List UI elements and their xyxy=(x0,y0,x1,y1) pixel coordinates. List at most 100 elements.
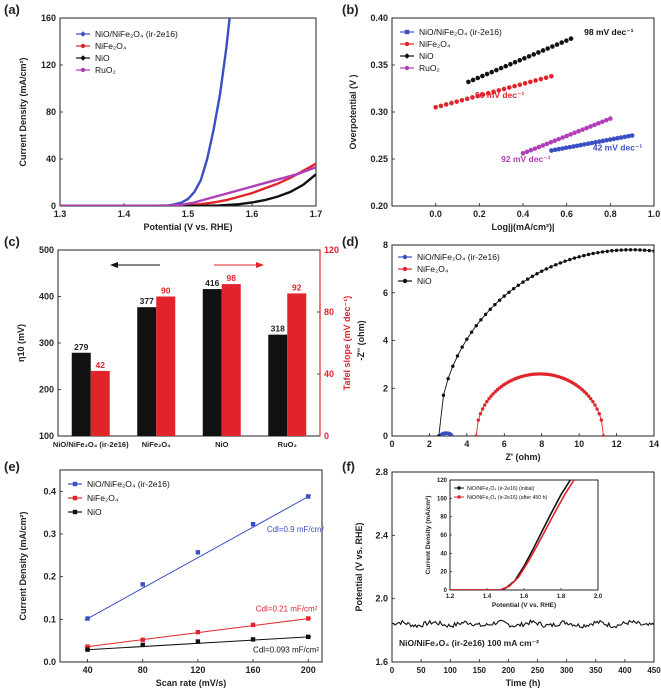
legend-entry: NiO xyxy=(87,507,102,517)
series-point-0 xyxy=(585,141,591,147)
panel-b-ylabel: Overpotential (V ) xyxy=(348,74,358,149)
legend-marker xyxy=(404,53,410,59)
series-point-3 xyxy=(536,144,542,150)
panel-d-xlabel: Z' (ohm) xyxy=(505,452,540,462)
series-point-0 xyxy=(622,134,628,140)
inset-y-tick-label: 80 xyxy=(440,515,447,521)
y-tick-label: 2.8 xyxy=(375,467,388,477)
x-tick-label: 40 xyxy=(83,665,93,675)
series-line-3 xyxy=(60,166,316,206)
x-tick-label: 8 xyxy=(539,439,544,449)
nyquist-point-2 xyxy=(540,269,544,273)
y-tick-label: 0 xyxy=(51,201,56,211)
series-point-2 xyxy=(470,77,476,83)
series-point-1 xyxy=(538,76,544,82)
y-tick-label: 100 xyxy=(39,431,54,441)
inset-x-tick-label: 2.0 xyxy=(594,594,603,600)
series-point-3 xyxy=(524,149,530,155)
series-point-3 xyxy=(560,135,565,140)
y-tick-label: 40 xyxy=(324,369,334,379)
x-tick-label: 1.0 xyxy=(648,209,661,219)
nyquist-point-1 xyxy=(478,412,483,416)
bar-eta10 xyxy=(202,289,222,436)
panel-b-label: (b) xyxy=(342,2,359,17)
series-point-1 xyxy=(517,82,523,88)
series-point-0 xyxy=(618,135,624,140)
nyquist-point-2 xyxy=(441,393,446,397)
cdl-annotation: Cdl=0.093 mF/cm² xyxy=(253,646,319,655)
nyquist-point-2 xyxy=(610,249,614,253)
legend-entry: NiO/NiFe₂O₄ (ir-2e16) xyxy=(87,479,170,489)
nyquist-point-2 xyxy=(502,294,506,298)
y-tick-label: 2 xyxy=(383,383,388,393)
bar-eta10 xyxy=(137,307,157,436)
nyquist-series-1 xyxy=(474,372,606,436)
panel-d-ylabel: -Z'' (ohm) xyxy=(356,320,366,360)
nyquist-point-2 xyxy=(628,248,633,252)
category-label: RuO₂ xyxy=(278,440,297,449)
series-point-2 xyxy=(475,75,481,81)
bar-label-eta10: 318 xyxy=(271,324,285,334)
series-point-1 xyxy=(528,79,533,85)
bar-tafel xyxy=(156,296,176,436)
x-tick-label: 50 xyxy=(417,666,426,675)
series-point-1 xyxy=(464,96,470,102)
y-tick-label: 0.3 xyxy=(43,529,56,539)
series-point-2 xyxy=(554,42,560,47)
nyquist-point-0 xyxy=(450,434,454,436)
cdl-annotation: Cdl=0.21 mF/cm² xyxy=(256,605,318,614)
y-tick-label: 80 xyxy=(46,107,56,117)
x-tick-label: 0.0 xyxy=(429,209,442,219)
legend-entry: NiO/NiFe₂O₄ (ir-2e16) xyxy=(417,252,500,262)
nyquist-point-2 xyxy=(549,265,553,269)
nyquist-line-1 xyxy=(475,373,604,436)
tafel-annotation: 42 mV dec⁻¹ xyxy=(593,143,643,153)
bar-label-tafel: 42 xyxy=(96,360,106,370)
panel-f-ylabel: Potential (V vs. RHE) xyxy=(354,522,364,611)
nyquist-point-2 xyxy=(497,298,502,302)
data-point-1 xyxy=(85,644,90,649)
y-tick-label: 120 xyxy=(324,245,339,255)
cdl-annotation: Cdl=0.9 mF/cm² xyxy=(267,525,324,534)
series-point-0 xyxy=(600,138,606,144)
category-label: NiO/NiFe₂O₄ (ir-2e16) xyxy=(53,440,129,449)
nyquist-point-1 xyxy=(591,399,595,404)
inset-x-tick-label: 1.4 xyxy=(483,594,492,600)
series-point-3 xyxy=(596,121,601,126)
panel-c-ylabel: η10 (mV) xyxy=(16,324,26,362)
inset-legend-marker xyxy=(457,486,461,490)
nyquist-point-1 xyxy=(582,389,587,394)
nyquist-point-2 xyxy=(455,354,460,358)
series-point-2 xyxy=(550,44,555,49)
panel-f-xlabel: Time (h) xyxy=(506,678,541,688)
nyquist-line-2 xyxy=(438,249,654,436)
inset-x-tick-label: 1.8 xyxy=(557,594,566,600)
legend-marker xyxy=(402,278,408,284)
y-tick-label: 0.40 xyxy=(370,13,388,23)
panel-e-label: (e) xyxy=(4,459,20,474)
nyquist-series-2 xyxy=(437,248,654,436)
inset-y-tick-label: 0 xyxy=(444,588,448,594)
nyquist-point-2 xyxy=(558,261,563,265)
inset-y-tick-label: 20 xyxy=(440,570,447,576)
bar-tafel xyxy=(90,370,110,436)
series-point-1 xyxy=(470,95,475,100)
series-point-3 xyxy=(532,146,538,151)
y-tick-label: 200 xyxy=(39,385,54,395)
legend-entry: RuO₂ xyxy=(419,63,440,73)
inset-y-tick-label: 40 xyxy=(440,551,447,557)
panel-c-ylabel-right: Tafel slope (mV dec⁻¹) xyxy=(342,296,352,391)
y-tick-label: 0.1 xyxy=(43,614,56,624)
series-point-2 xyxy=(559,40,565,45)
series-point-3 xyxy=(604,117,609,123)
x-tick-label: 350 xyxy=(589,666,603,675)
series-point-3 xyxy=(572,130,577,136)
nyquist-point-1 xyxy=(489,394,493,398)
nyquist-point-2 xyxy=(605,249,609,253)
nyquist-point-1 xyxy=(482,403,487,407)
x-tick-label: 12 xyxy=(612,439,622,449)
bar-label-tafel: 90 xyxy=(161,286,171,296)
nyquist-point-2 xyxy=(600,250,605,254)
series-point-1 xyxy=(454,99,460,104)
series-point-2 xyxy=(480,73,485,79)
